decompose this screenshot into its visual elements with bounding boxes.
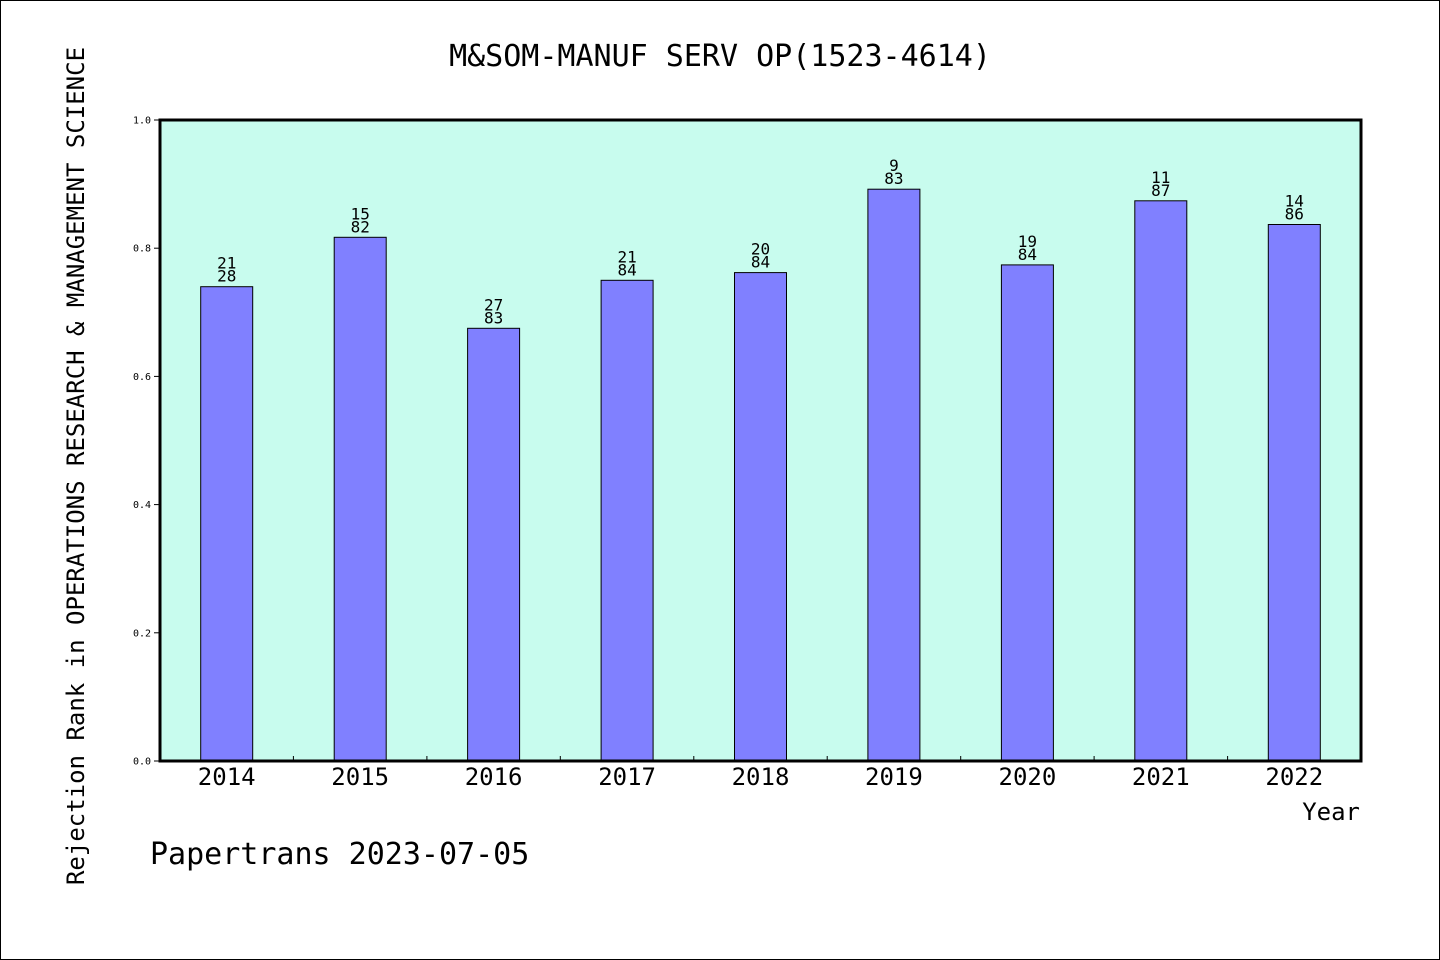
x-tick-label-2015: 2015 bbox=[331, 763, 389, 791]
bar-label-bottom-2014: 28 bbox=[217, 267, 236, 286]
y-tick-label-0.8: 0.8 bbox=[133, 244, 151, 255]
x-tick-label-2022: 2022 bbox=[1265, 763, 1323, 791]
x-axis-label: Year bbox=[1302, 798, 1360, 826]
y-axis-ticks: 0.0 0.2 0.4 0.6 0.8 1.0 bbox=[133, 116, 160, 768]
footer-watermark: Papertrans 2023-07-05 bbox=[150, 837, 529, 872]
bar-label-bottom-2016: 83 bbox=[484, 308, 503, 327]
x-tick-label-2020: 2020 bbox=[999, 763, 1057, 791]
bar-2014 bbox=[200, 286, 254, 762]
chart-title: M&SOM-MANUF SERV OP(1523-4614) bbox=[449, 39, 991, 74]
bar-label-top-2016: 27 bbox=[484, 295, 503, 314]
bar-label-top-2018: 20 bbox=[751, 240, 770, 259]
bar-2018 bbox=[734, 272, 787, 762]
y-tick-label-1.0: 1.0 bbox=[133, 116, 151, 127]
x-tick-label-2014: 2014 bbox=[198, 763, 256, 791]
bar-2020 bbox=[1000, 264, 1054, 762]
bar-label-top-2015: 15 bbox=[351, 204, 370, 223]
bar-label-bottom-2019: 83 bbox=[884, 169, 903, 188]
y-axis-label: Rejection Rank in OPERATIONS RESEARCH & … bbox=[62, 47, 90, 885]
bar-2019 bbox=[867, 188, 921, 762]
bar-label-top-2017: 21 bbox=[617, 247, 636, 266]
y-tick-label-0.4: 0.4 bbox=[133, 500, 151, 511]
plot-border bbox=[158, 118, 1363, 763]
bar-2016 bbox=[467, 327, 521, 762]
bar-label-bottom-2022: 86 bbox=[1285, 205, 1304, 224]
x-tick-label-2017: 2017 bbox=[598, 763, 656, 791]
bar-label-bottom-2021: 87 bbox=[1151, 181, 1170, 200]
x-tick-label-2018: 2018 bbox=[732, 763, 790, 791]
bar-label-bottom-2020: 84 bbox=[1018, 245, 1037, 264]
bar-label-bottom-2018: 84 bbox=[751, 253, 770, 272]
x-tick-label-2016: 2016 bbox=[465, 763, 523, 791]
bar-label-top-2014: 21 bbox=[217, 254, 236, 273]
bar-label-bottom-2017: 84 bbox=[617, 260, 636, 279]
y-tick-label-0.2: 0.2 bbox=[133, 628, 151, 639]
bar-2021 bbox=[1134, 200, 1188, 762]
x-tick-label-2021: 2021 bbox=[1132, 763, 1190, 791]
bar-label-bottom-2015: 82 bbox=[351, 217, 370, 236]
bars-group bbox=[200, 188, 1321, 762]
bar-label-top-2020: 19 bbox=[1018, 232, 1037, 251]
y-tick-label-0.6: 0.6 bbox=[133, 372, 151, 383]
x-axis-ticks: 2014 2015 2016 2017 2018 2019 2020 2021 2022 bbox=[198, 756, 1323, 791]
bar-2015 bbox=[333, 236, 387, 762]
bar-label-top-2022: 14 bbox=[1285, 192, 1304, 211]
bar-label-top-2021: 11 bbox=[1151, 168, 1170, 187]
bar-label-top-2019: 9 bbox=[889, 156, 899, 175]
bar-2017 bbox=[600, 279, 654, 762]
x-tick-label-2019: 2019 bbox=[865, 763, 923, 791]
y-tick-label-0.0: 0.0 bbox=[133, 757, 151, 768]
bar-2022 bbox=[1267, 224, 1321, 762]
